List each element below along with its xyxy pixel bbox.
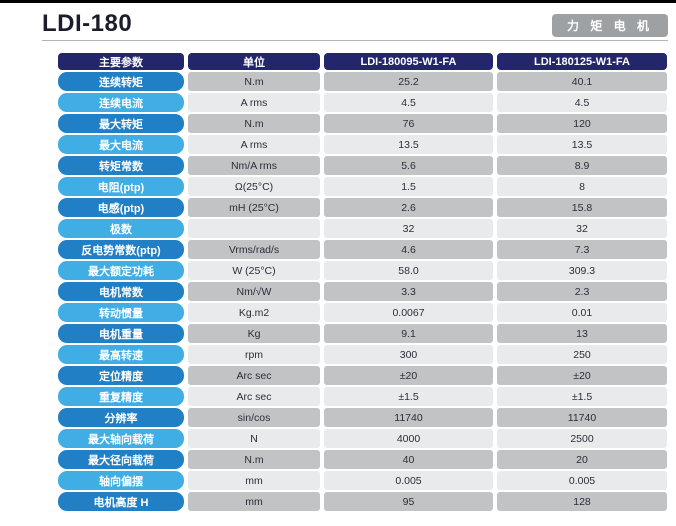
model2-value-row-18: 20 (497, 450, 667, 469)
unit-value-row-18: N.m (188, 450, 320, 469)
model2-value-row-7: 32 (497, 219, 667, 238)
param-label-row-8: 反电势常数(ptp) (58, 240, 184, 259)
param-label-row-1: 连续电流 (58, 93, 184, 112)
unit-value-row-7 (188, 219, 320, 238)
param-label-row-9: 最大额定功耗 (58, 261, 184, 280)
param-label-row-20: 电机高度 H (58, 492, 184, 511)
model2-value-row-6: 15.8 (497, 198, 667, 217)
page-title: LDI-180 (42, 10, 133, 37)
model2-value-row-8: 7.3 (497, 240, 667, 259)
model2-value-row-3: 13.5 (497, 135, 667, 154)
column-header-model-180095: LDI-180095-W1-FA (324, 53, 493, 70)
model2-value-row-20: 128 (497, 492, 667, 511)
unit-value-row-13: rpm (188, 345, 320, 364)
model2-value-row-2: 120 (497, 114, 667, 133)
model1-value-row-12: 9.1 (324, 324, 493, 343)
unit-value-row-5: Ω(25°C) (188, 177, 320, 196)
top-border-bar (0, 0, 676, 3)
param-label-row-12: 电机重量 (58, 324, 184, 343)
unit-value-row-11: Kg.m2 (188, 303, 320, 322)
unit-value-row-4: Nm/A rms (188, 156, 320, 175)
model1-value-row-3: 13.5 (324, 135, 493, 154)
unit-value-row-17: N (188, 429, 320, 448)
model1-value-row-13: 300 (324, 345, 493, 364)
motor-type-badge: 力 矩 电 机 (552, 14, 668, 37)
unit-value-row-2: N.m (188, 114, 320, 133)
model2-value-row-10: 2.3 (497, 282, 667, 301)
model1-value-row-18: 40 (324, 450, 493, 469)
unit-value-row-1: A rms (188, 93, 320, 112)
unit-value-row-6: mH (25°C) (188, 198, 320, 217)
model1-value-row-11: 0.0067 (324, 303, 493, 322)
model1-value-row-16: 11740 (324, 408, 493, 427)
model1-value-row-0: 25.2 (324, 72, 493, 91)
model1-value-row-10: 3.3 (324, 282, 493, 301)
column-header-model-180125: LDI-180125-W1-FA (497, 53, 667, 70)
param-label-row-11: 转动惯量 (58, 303, 184, 322)
model2-value-row-9: 309.3 (497, 261, 667, 280)
param-label-row-15: 重复精度 (58, 387, 184, 406)
model1-value-row-19: 0.005 (324, 471, 493, 490)
param-label-row-6: 电感(ptp) (58, 198, 184, 217)
param-label-row-19: 轴向偏摆 (58, 471, 184, 490)
model2-value-row-11: 0.01 (497, 303, 667, 322)
param-label-row-16: 分辨率 (58, 408, 184, 427)
model2-value-row-4: 8.9 (497, 156, 667, 175)
param-label-row-4: 转矩常数 (58, 156, 184, 175)
unit-value-row-12: Kg (188, 324, 320, 343)
column-header-unit: 单位 (188, 53, 320, 70)
param-label-row-2: 最大转矩 (58, 114, 184, 133)
model1-value-row-5: 1.5 (324, 177, 493, 196)
model1-value-row-7: 32 (324, 219, 493, 238)
model1-value-row-17: 4000 (324, 429, 493, 448)
unit-value-row-0: N.m (188, 72, 320, 91)
model1-value-row-14: ±20 (324, 366, 493, 385)
model2-value-row-12: 13 (497, 324, 667, 343)
model1-value-row-20: 95 (324, 492, 493, 511)
unit-value-row-14: Arc sec (188, 366, 320, 385)
param-label-row-0: 连续转矩 (58, 72, 184, 91)
param-label-row-3: 最大电流 (58, 135, 184, 154)
model2-value-row-16: 11740 (497, 408, 667, 427)
spec-table: 主要参数 单位 LDI-180095-W1-FA LDI-180125-W1-F… (58, 53, 668, 511)
unit-value-row-19: mm (188, 471, 320, 490)
model2-value-row-14: ±20 (497, 366, 667, 385)
param-label-row-14: 定位精度 (58, 366, 184, 385)
unit-value-row-20: mm (188, 492, 320, 511)
unit-value-row-16: sin/cos (188, 408, 320, 427)
column-header-parameter: 主要参数 (58, 53, 184, 70)
model2-value-row-0: 40.1 (497, 72, 667, 91)
param-label-row-18: 最大径向载荷 (58, 450, 184, 469)
model1-value-row-1: 4.5 (324, 93, 493, 112)
model1-value-row-15: ±1.5 (324, 387, 493, 406)
model2-value-row-1: 4.5 (497, 93, 667, 112)
unit-value-row-8: Vrms/rad/s (188, 240, 320, 259)
unit-value-row-3: A rms (188, 135, 320, 154)
unit-value-row-9: W (25°C) (188, 261, 320, 280)
model2-value-row-13: 250 (497, 345, 667, 364)
model1-value-row-2: 76 (324, 114, 493, 133)
param-label-row-13: 最高转速 (58, 345, 184, 364)
model2-value-row-5: 8 (497, 177, 667, 196)
model1-value-row-8: 4.6 (324, 240, 493, 259)
model2-value-row-15: ±1.5 (497, 387, 667, 406)
model2-value-row-17: 2500 (497, 429, 667, 448)
param-label-row-10: 电机常数 (58, 282, 184, 301)
unit-value-row-10: Nm/√W (188, 282, 320, 301)
unit-value-row-15: Arc sec (188, 387, 320, 406)
param-label-row-7: 极数 (58, 219, 184, 238)
model1-value-row-9: 58.0 (324, 261, 493, 280)
model2-value-row-19: 0.005 (497, 471, 667, 490)
param-label-row-17: 最大轴向载荷 (58, 429, 184, 448)
param-label-row-5: 电阻(ptp) (58, 177, 184, 196)
model1-value-row-6: 2.6 (324, 198, 493, 217)
title-divider (42, 40, 668, 41)
model1-value-row-4: 5.6 (324, 156, 493, 175)
